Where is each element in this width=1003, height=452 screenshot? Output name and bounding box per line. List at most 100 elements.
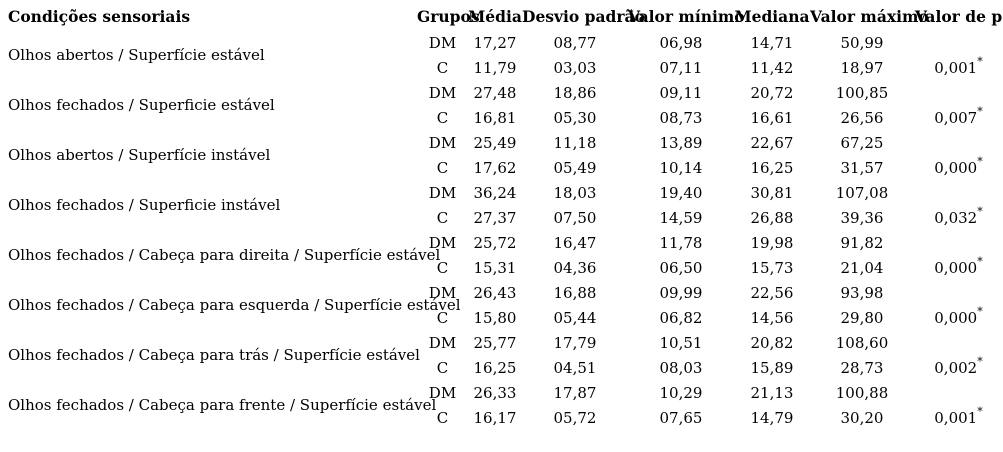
desvio-padrao-cell: 16,88 <box>553 283 597 302</box>
valor-minimo-cell: 10,51 <box>659 333 703 352</box>
pvalue-number: 0,000 <box>934 258 978 277</box>
table-row: Olhos fechados / Superficie instável DM … <box>0 180 1003 215</box>
desvio-padrao-cell: 16,47 <box>553 233 597 252</box>
mediana-cell: 20,82 <box>750 333 794 352</box>
pvalue-cell: 0,001* <box>914 405 1003 430</box>
mediana-cell: 19,98 <box>750 233 794 252</box>
group-cell: DM <box>428 133 457 152</box>
valor-maximo-cell: 50,99 <box>840 33 884 52</box>
mediana-cell: 26,88 <box>750 208 794 227</box>
condition-label: Olhos abertos / Superfície instável <box>8 146 271 164</box>
desvio-padrao-cell: 17,87 <box>553 383 597 402</box>
table-row: Olhos fechados / Cabeça para esquerda / … <box>0 280 1003 315</box>
valor-maximo-cell: 29,80 <box>840 308 884 327</box>
group-cell: C <box>436 58 449 77</box>
media-cell: 16,17 <box>473 408 517 427</box>
media-cell: 36,24 <box>473 183 517 202</box>
mediana-cell: 11,42 <box>750 58 794 77</box>
group-cell: DM <box>428 33 457 52</box>
media-cell: 25,77 <box>473 333 517 352</box>
condition-label: Olhos fechados / Cabeça para esquerda / … <box>8 296 461 314</box>
pvalue-number: 0,001 <box>934 408 978 427</box>
desvio-padrao-cell: 05,30 <box>553 108 597 127</box>
table-row: Olhos fechados / Cabeça para frente / Su… <box>0 380 1003 415</box>
statistics-table: Condições sensoriais Grupos Média Desvio… <box>0 2 1003 430</box>
pvalue-significance-asterisk: * <box>977 304 983 318</box>
table-row: C 15,31 04,36 06,50 15,73 21,04 0,000* <box>0 255 1003 280</box>
pvalue-significance-asterisk: * <box>977 104 983 118</box>
pvalue-cell <box>914 330 1003 355</box>
pvalue-number: 0,002 <box>934 358 978 377</box>
valor-maximo-cell: 18,97 <box>840 58 884 77</box>
valor-minimo-cell: 08,73 <box>659 108 703 127</box>
valor-maximo-cell: 93,98 <box>840 283 884 302</box>
desvio-padrao-cell: 18,03 <box>553 183 597 202</box>
pvalue-cell: 0,000* <box>914 305 1003 330</box>
pvalue-cell <box>914 230 1003 255</box>
col-header-mediana: Mediana <box>734 6 810 26</box>
pvalue-significance-asterisk: * <box>977 154 983 168</box>
col-header-desvio-padrao: Desvio padrão <box>522 6 645 26</box>
pvalue-cell <box>914 280 1003 305</box>
media-cell: 15,31 <box>473 258 517 277</box>
valor-maximo-cell: 31,57 <box>840 158 884 177</box>
condition-label: Olhos abertos / Superfície estável <box>8 46 265 64</box>
table-row: C 16,25 04,51 08,03 15,89 28,73 0,002* <box>0 355 1003 380</box>
pvalue-cell: 0,001* <box>914 55 1003 80</box>
pvalue-cell <box>914 380 1003 405</box>
mediana-cell: 15,89 <box>750 358 794 377</box>
media-cell: 25,72 <box>473 233 517 252</box>
col-header-grupos: Grupos <box>417 6 480 26</box>
valor-maximo-cell: 67,25 <box>840 133 884 152</box>
desvio-padrao-cell: 05,49 <box>553 158 597 177</box>
mediana-cell: 14,71 <box>750 33 794 52</box>
table-row: Olhos abertos / Superfície estável DM 17… <box>0 30 1003 65</box>
pvalue-cell <box>914 180 1003 205</box>
pvalue-significance-asterisk: * <box>977 54 983 68</box>
group-cell: DM <box>428 383 457 402</box>
valor-minimo-cell: 06,50 <box>659 258 703 277</box>
desvio-padrao-cell: 04,51 <box>553 358 597 377</box>
pvalue-cell: 0,000* <box>914 155 1003 180</box>
mediana-cell: 22,56 <box>750 283 794 302</box>
valor-maximo-cell: 100,88 <box>835 383 889 402</box>
pvalue-cell: 0,002* <box>914 355 1003 380</box>
table-row: Olhos abertos / Superfície instável DM 2… <box>0 130 1003 165</box>
media-cell: 27,48 <box>473 83 517 102</box>
desvio-padrao-cell: 04,36 <box>553 258 597 277</box>
mediana-cell: 22,67 <box>750 133 794 152</box>
mediana-cell: 16,61 <box>750 108 794 127</box>
table-row: Olhos fechados / Cabeça para direita / S… <box>0 230 1003 265</box>
pvalue-number: 0,000 <box>934 158 978 177</box>
condition-label: Olhos fechados / Superficie estável <box>8 96 275 114</box>
table-row: Olhos fechados / Superficie estável DM 2… <box>0 80 1003 115</box>
valor-minimo-cell: 06,98 <box>659 33 703 52</box>
pvalue-cell: 0,032* <box>914 205 1003 230</box>
pvalue-number: 0,007 <box>934 108 978 127</box>
table-row: C 16,81 05,30 08,73 16,61 26,56 0,007* <box>0 105 1003 130</box>
valor-minimo-cell: 06,82 <box>659 308 703 327</box>
mediana-cell: 21,13 <box>750 383 794 402</box>
desvio-padrao-cell: 17,79 <box>553 333 597 352</box>
pvalue-significance-asterisk: * <box>977 404 983 418</box>
valor-maximo-cell: 39,36 <box>840 208 884 227</box>
media-cell: 17,27 <box>473 33 517 52</box>
mediana-cell: 30,81 <box>750 183 794 202</box>
valor-maximo-cell: 108,60 <box>835 333 889 352</box>
valor-minimo-cell: 14,59 <box>659 208 703 227</box>
col-header-media: Média <box>468 6 522 26</box>
group-cell: C <box>436 408 449 427</box>
table-row: C 11,79 03,03 07,11 11,42 18,97 0,001* <box>0 55 1003 80</box>
media-cell: 25,49 <box>473 133 517 152</box>
valor-maximo-cell: 28,73 <box>840 358 884 377</box>
mediana-cell: 14,79 <box>750 408 794 427</box>
valor-maximo-cell: 91,82 <box>840 233 884 252</box>
mediana-cell: 14,56 <box>750 308 794 327</box>
table-row: C 17,62 05,49 10,14 16,25 31,57 0,000* <box>0 155 1003 180</box>
pvalue-significance-asterisk: * <box>977 254 983 268</box>
pvalue-number: 0,032 <box>934 208 978 227</box>
mediana-cell: 16,25 <box>750 158 794 177</box>
condition-label: Olhos fechados / Cabeça para frente / Su… <box>8 396 437 414</box>
valor-maximo-cell: 107,08 <box>835 183 889 202</box>
group-cell: C <box>436 108 449 127</box>
